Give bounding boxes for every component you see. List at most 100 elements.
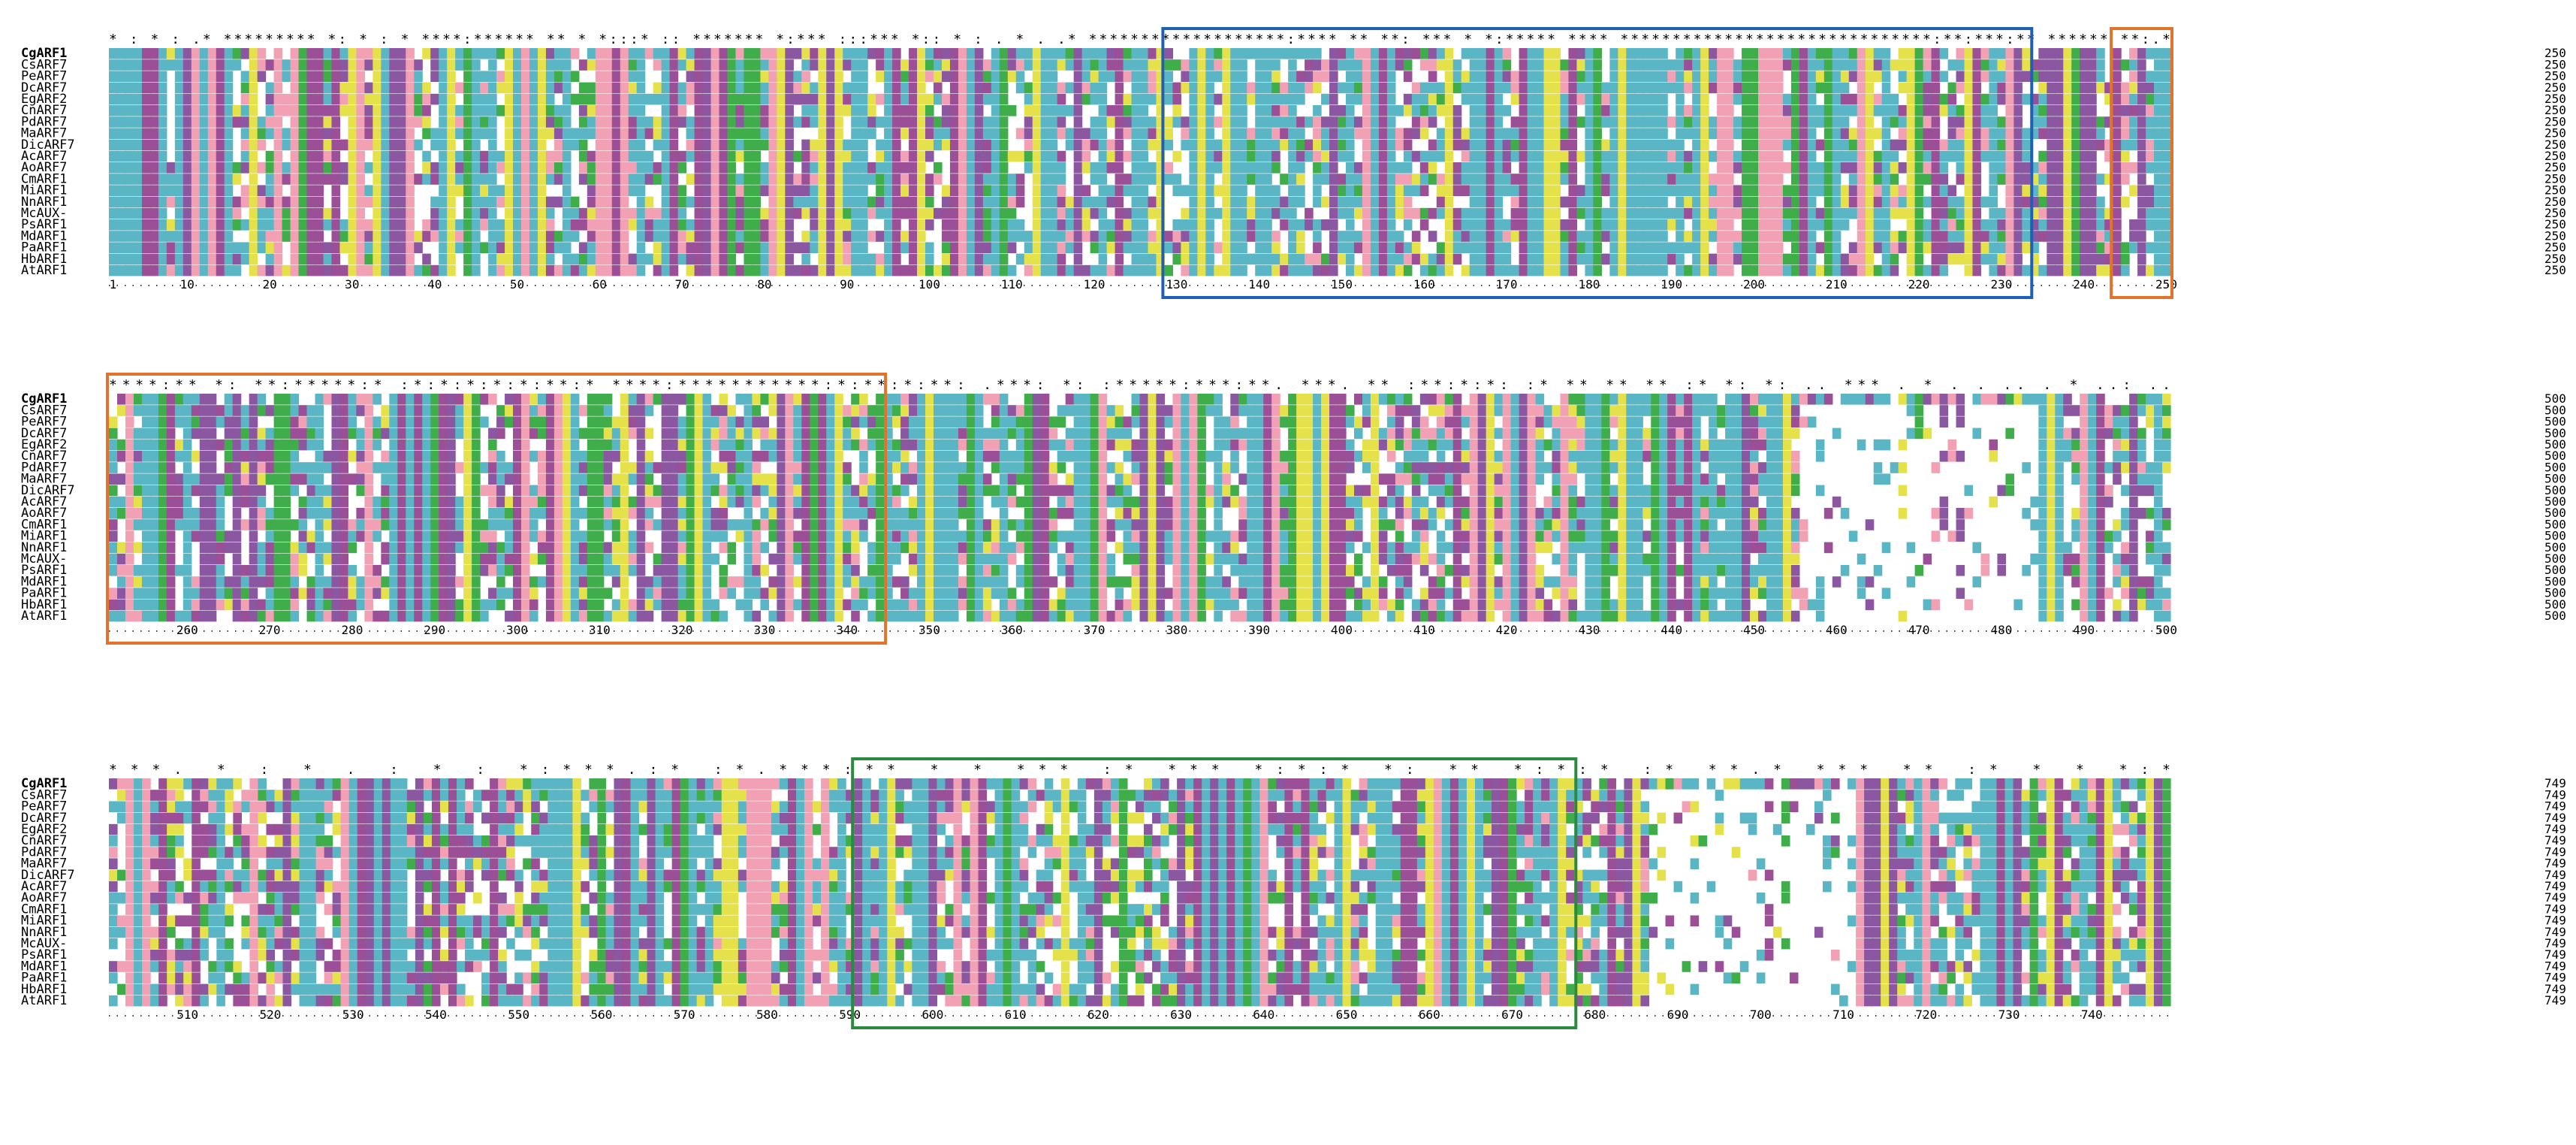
ruler-tick-label: 30: [345, 277, 359, 292]
residue-cell: [356, 59, 365, 71]
residue-cell: [282, 207, 291, 219]
residue-cell: [1585, 185, 1594, 196]
residue-cell: [1510, 128, 1520, 139]
residue-cell: [356, 207, 365, 219]
residue-cell: [991, 219, 1000, 231]
residue-cell: [265, 599, 275, 611]
residue-cell: [570, 139, 580, 151]
residue-cell: [2030, 264, 2039, 276]
residue-cell: [1362, 253, 1371, 265]
residue-cell: [1329, 219, 1338, 231]
residue-cell: [232, 196, 242, 208]
residue-cell: [744, 219, 753, 231]
residue-cell: [909, 196, 918, 208]
residue-cell: [966, 242, 976, 253]
row-end-position: 250: [2544, 149, 2566, 163]
residue-cell: [785, 48, 794, 59]
residue-cell: [290, 93, 300, 105]
residue-cell: [1353, 128, 1363, 139]
residue-cell: [1552, 116, 1561, 128]
residue-cell: [1642, 162, 1651, 174]
residue-cell: [1890, 139, 1899, 151]
residue-cell: [1222, 48, 1231, 59]
residue-cell: [207, 48, 217, 59]
residue-cell: [480, 219, 489, 231]
residue-cell: [843, 150, 852, 162]
residue-cell: [1378, 185, 1388, 196]
residue-cell: [958, 174, 967, 185]
residue-cell: [1477, 71, 1487, 82]
residue-cell: [578, 93, 588, 105]
residue-cell: [1115, 82, 1124, 94]
residue-cell: [1329, 253, 1338, 265]
residue-cell: [1477, 174, 1487, 185]
residue-cell: [1024, 242, 1033, 253]
residue-cell: [1263, 48, 1272, 59]
residue-cell: [2113, 231, 2122, 242]
residue-cell: [801, 196, 810, 208]
residue-cell: [554, 116, 563, 128]
residue-cell: [174, 139, 184, 151]
residue-cell: [876, 231, 885, 242]
residue-cell: [1692, 219, 1701, 231]
row-end-position: 250: [2544, 160, 2566, 174]
residue-cell: [1881, 231, 1891, 242]
residue-cell: [249, 162, 258, 174]
residue-cell: [1131, 59, 1141, 71]
residue-cell: [1419, 174, 1429, 185]
residue-cell: [644, 207, 654, 219]
residue-cell: [1733, 93, 1742, 105]
residue-cell: [1098, 242, 1108, 253]
residue-cell: [1560, 116, 1570, 128]
residue-cell: [884, 242, 893, 253]
residue-cell: [1626, 48, 1635, 59]
residue-cell: [1997, 116, 2006, 128]
residue-cell: [298, 105, 308, 116]
residue-cell: [991, 59, 1000, 71]
residue-cell: [653, 82, 662, 94]
residue-cell: [1395, 59, 1404, 71]
residue-cell: [207, 196, 217, 208]
residue-cell: [867, 48, 876, 59]
residue-cell: [1989, 174, 1998, 185]
residue-cell: [694, 185, 704, 196]
residue-cell: [1568, 264, 1578, 276]
residue-cell: [1527, 242, 1537, 253]
residue-cell: [991, 93, 1000, 105]
residue-cell: [397, 93, 406, 105]
residue-cell: [406, 139, 415, 151]
residue-cell: [1519, 162, 1528, 174]
residue-cell: [1980, 139, 1990, 151]
residue-cell: [174, 162, 184, 174]
residue-cell: [125, 473, 134, 485]
residue-cell: [364, 162, 373, 174]
residue-cell: [1378, 231, 1388, 242]
residue-cell: [1329, 139, 1338, 151]
residue-cell: [282, 405, 291, 416]
residue-cell: [1527, 128, 1537, 139]
residue-cell: [1197, 128, 1206, 139]
residue-cell: [1568, 71, 1578, 82]
residue-cell: [1469, 139, 1479, 151]
residue-cell: [463, 264, 472, 276]
residue-cell: [1222, 162, 1231, 174]
residue-cell: [249, 196, 258, 208]
row-end-position: 250: [2544, 126, 2566, 140]
residue-cell: [934, 93, 943, 105]
residue-cell: [826, 162, 835, 174]
residue-cell: [1585, 196, 1594, 208]
residue-cell: [1956, 231, 1965, 242]
residue-cell: [496, 253, 505, 265]
residue-cell: [348, 128, 357, 139]
residue-cell: [661, 242, 671, 253]
residue-cell: [1444, 71, 1454, 82]
residue-cell: [306, 576, 316, 588]
residue-cell: [1914, 48, 1924, 59]
residue-cell: [1692, 116, 1701, 128]
residue-cell: [331, 242, 341, 253]
residue-cell: [1222, 139, 1231, 151]
residue-cell: [1642, 264, 1651, 276]
residue-cell: [199, 496, 209, 508]
residue-cell: [182, 416, 192, 427]
residue-cell: [1989, 264, 1998, 276]
